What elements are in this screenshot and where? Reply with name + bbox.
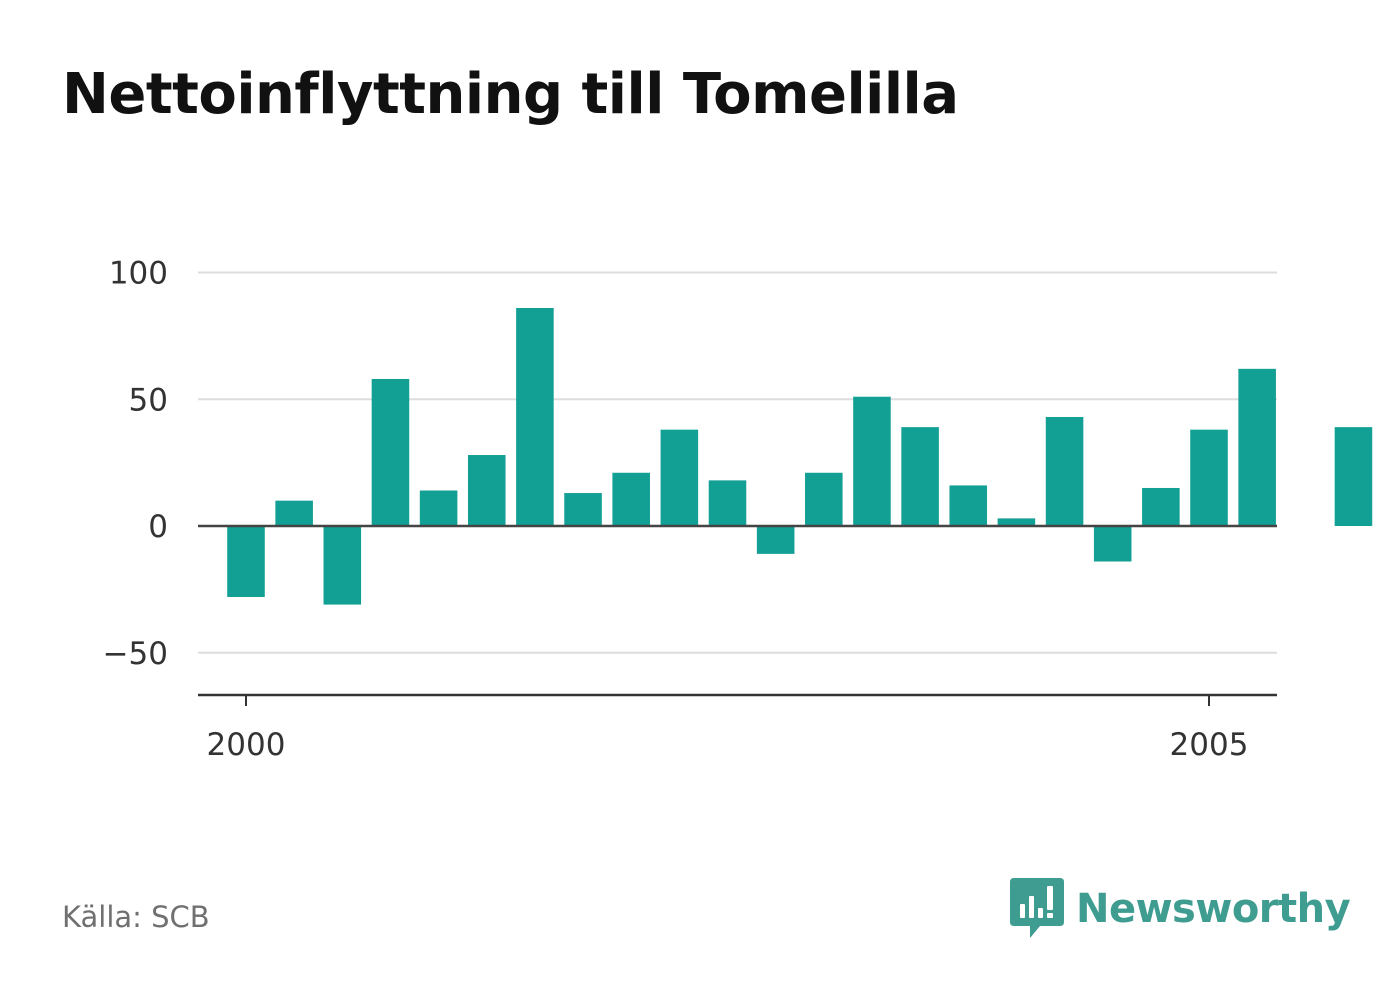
- bar: [1190, 429, 1228, 526]
- bar: [1142, 487, 1180, 526]
- brand-logo: Newsworthy: [1010, 878, 1351, 940]
- chart-title: Nettoinflyttning till Tomelilla: [62, 62, 959, 127]
- source-note: Källa: SCB: [62, 900, 210, 934]
- bar: [997, 518, 1036, 526]
- bar: [949, 485, 988, 526]
- bar: [805, 472, 843, 526]
- bar: [564, 493, 602, 526]
- bar: [853, 396, 891, 526]
- bar: [1334, 427, 1373, 526]
- bar: [660, 429, 699, 526]
- bar: [1238, 368, 1276, 526]
- bar: [901, 427, 939, 526]
- bar: [612, 472, 650, 526]
- bar: [275, 500, 313, 526]
- y-tick-label: 50: [129, 382, 168, 418]
- bar: [1093, 526, 1132, 562]
- bar: [1045, 417, 1084, 526]
- bar: [371, 378, 410, 526]
- bar: [419, 490, 458, 526]
- y-tick-label: −50: [103, 636, 168, 672]
- newsworthy-logo-icon: [1010, 878, 1064, 938]
- bar: [467, 455, 506, 526]
- bar: [323, 526, 362, 605]
- bars: [227, 307, 1373, 605]
- y-tick-label: 0: [148, 509, 168, 545]
- x-tick-label: 2000: [207, 727, 286, 763]
- bar: [708, 480, 747, 526]
- bar: [227, 526, 265, 597]
- y-tick-label: 100: [109, 256, 168, 292]
- bar: [516, 307, 554, 526]
- x-tick-label: 2005: [1170, 727, 1249, 763]
- bar: [756, 526, 795, 554]
- brand-name: Newsworthy: [1076, 886, 1351, 932]
